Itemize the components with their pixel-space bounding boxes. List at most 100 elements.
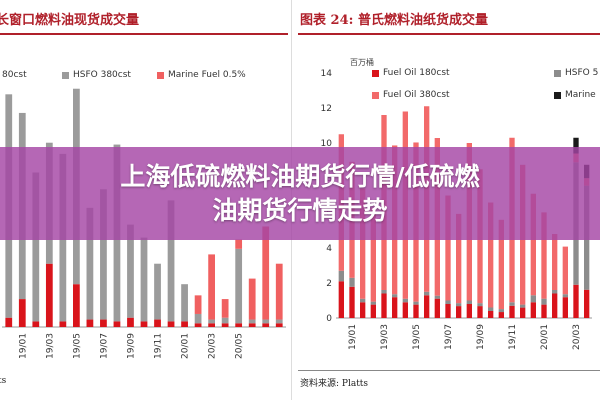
left-legend-item-2: HSFO 380cst [62, 70, 131, 80]
overlay-title-line-2: 油期货行情走势 [212, 195, 388, 225]
right-bar-hsfo [541, 298, 547, 305]
left-x-tick-label: 19/07 [99, 333, 109, 359]
right-bar-fo380 [541, 212, 547, 299]
right-y-tick-label: 2 [326, 279, 332, 289]
right-bar-hsfo [381, 290, 387, 294]
left-bar-gray [140, 237, 148, 322]
right-legend-item-1: Fuel Oil 180cst [372, 68, 450, 78]
right-bar-hsfo [509, 302, 515, 306]
right-bar-fo180 [573, 284, 579, 318]
right-y-tick-label: 12 [321, 104, 332, 114]
left-bar-dark_red [32, 321, 40, 327]
right-bar-hsfo [520, 304, 526, 308]
left-bar-pink [208, 254, 215, 320]
right-bar-fo180 [520, 307, 526, 318]
left-bar-gray [221, 317, 229, 324]
right-x-tick-label: 19/01 [348, 324, 358, 350]
left-bar-gray [275, 319, 283, 324]
left-bar-gray [194, 313, 202, 324]
right-bar-fo380 [562, 246, 568, 295]
right-y-tick-label: 10 [321, 139, 333, 149]
right-x-tick-label: 19/07 [444, 324, 454, 350]
right-x-tick-label: 19/05 [412, 324, 422, 350]
right-x-tick-label: 20/01 [540, 324, 550, 350]
right-bar-fo180 [466, 304, 472, 318]
right-legend-label-1: Fuel Oil 180cst [383, 68, 450, 78]
right-bar-fo180 [338, 281, 344, 318]
right-bar-hsfo [488, 307, 494, 311]
left-bar-dark_red [127, 317, 134, 327]
left-bar-pink [221, 299, 229, 318]
left-x-tick-label: 19/11 [154, 333, 164, 359]
right-bar-hsfo [370, 301, 376, 305]
left-legend-item-3: Marine Fuel 0.5% [157, 70, 246, 80]
right-legend-swatch-4 [554, 91, 561, 99]
left-bar-dark_red [154, 319, 161, 327]
left-bar-dark_red [86, 319, 94, 327]
right-bar-fo180 [541, 304, 547, 318]
right-bar-fo180 [477, 306, 483, 318]
left-bar-dark_red [113, 321, 121, 327]
right-bar-fo380 [445, 195, 451, 301]
left-bar-dark_red [194, 323, 202, 327]
right-bar-hsfo [434, 295, 440, 299]
right-bar-fo180 [552, 293, 558, 318]
right-bar-hsfo [338, 270, 344, 282]
left-bar-dark_red [208, 323, 215, 327]
title-overlay-banner: 上海低硫燃料油期货行情/低硫燃 油期货行情走势 [0, 147, 600, 240]
left-bar-dark_red [221, 323, 229, 327]
right-legend-label-4: Marine [565, 90, 596, 100]
left-bar-gray [262, 319, 270, 324]
left-bar-gray [208, 319, 215, 324]
left-bar-pink [194, 295, 202, 314]
left-bar-dark_red [18, 299, 26, 327]
right-bar-fo380 [552, 234, 558, 290]
right-bar-hsfo [552, 290, 558, 294]
right-legend-label-3: Fuel Oil 380cst [383, 90, 450, 100]
right-bar-hsfo [413, 301, 419, 305]
right-bar-fo180 [456, 306, 462, 318]
left-bar-dark_red [262, 323, 270, 327]
right-bar-hsfo [392, 294, 398, 298]
left-bar-dark_red [45, 263, 53, 327]
right-legend-item-2: HSFO 5 [554, 68, 598, 78]
left-x-tick-label: 20/05 [235, 333, 245, 359]
right-source-rule [298, 370, 600, 371]
right-bar-fo380 [498, 219, 504, 310]
left-bar-dark_red [181, 321, 188, 327]
right-bar-hsfo [360, 298, 366, 303]
right-bar-hsfo [530, 295, 536, 303]
right-y-tick-label: 4 [326, 244, 332, 254]
left-source: ts [0, 376, 7, 386]
right-bar-fo180 [562, 297, 568, 318]
right-bar-fo180 [402, 302, 408, 318]
left-bar-pink [275, 263, 283, 320]
left-bar-dark_red [59, 321, 67, 327]
right-bar-fo180 [498, 312, 504, 318]
right-bar-fo380 [530, 193, 536, 296]
left-bar-gray [86, 207, 94, 320]
right-source: 资料来源: Platts [300, 379, 369, 389]
right-bar-hsfo [456, 303, 462, 307]
right-bar-marine [573, 137, 579, 154]
left-chart-title: 长窗口燃料油现货成交量 [0, 13, 140, 28]
left-bar-gray [32, 172, 40, 322]
left-bar-gray [154, 263, 161, 320]
right-bar-fo180 [434, 298, 440, 318]
left-bar-dark_red [275, 323, 283, 327]
right-bar-fo180 [445, 304, 451, 318]
right-bar-hsfo [349, 277, 355, 287]
right-bar-hsfo [445, 300, 451, 304]
left-x-tick-label: 19/05 [72, 333, 82, 359]
left-bar-dark_red [248, 323, 256, 327]
right-bar-fo180 [381, 293, 387, 318]
left-x-tick-label: 19/09 [126, 333, 136, 359]
left-x-tick-label: 19/03 [45, 333, 55, 359]
right-y-unit: 百万桶 [350, 58, 374, 67]
right-bar-hsfo [477, 303, 483, 307]
right-y-tick-label: 14 [321, 69, 333, 79]
right-bar-fo180 [488, 311, 494, 318]
left-bar-dark_red [140, 321, 148, 327]
right-bar-fo180 [509, 305, 515, 318]
right-bar-fo180 [584, 289, 590, 318]
